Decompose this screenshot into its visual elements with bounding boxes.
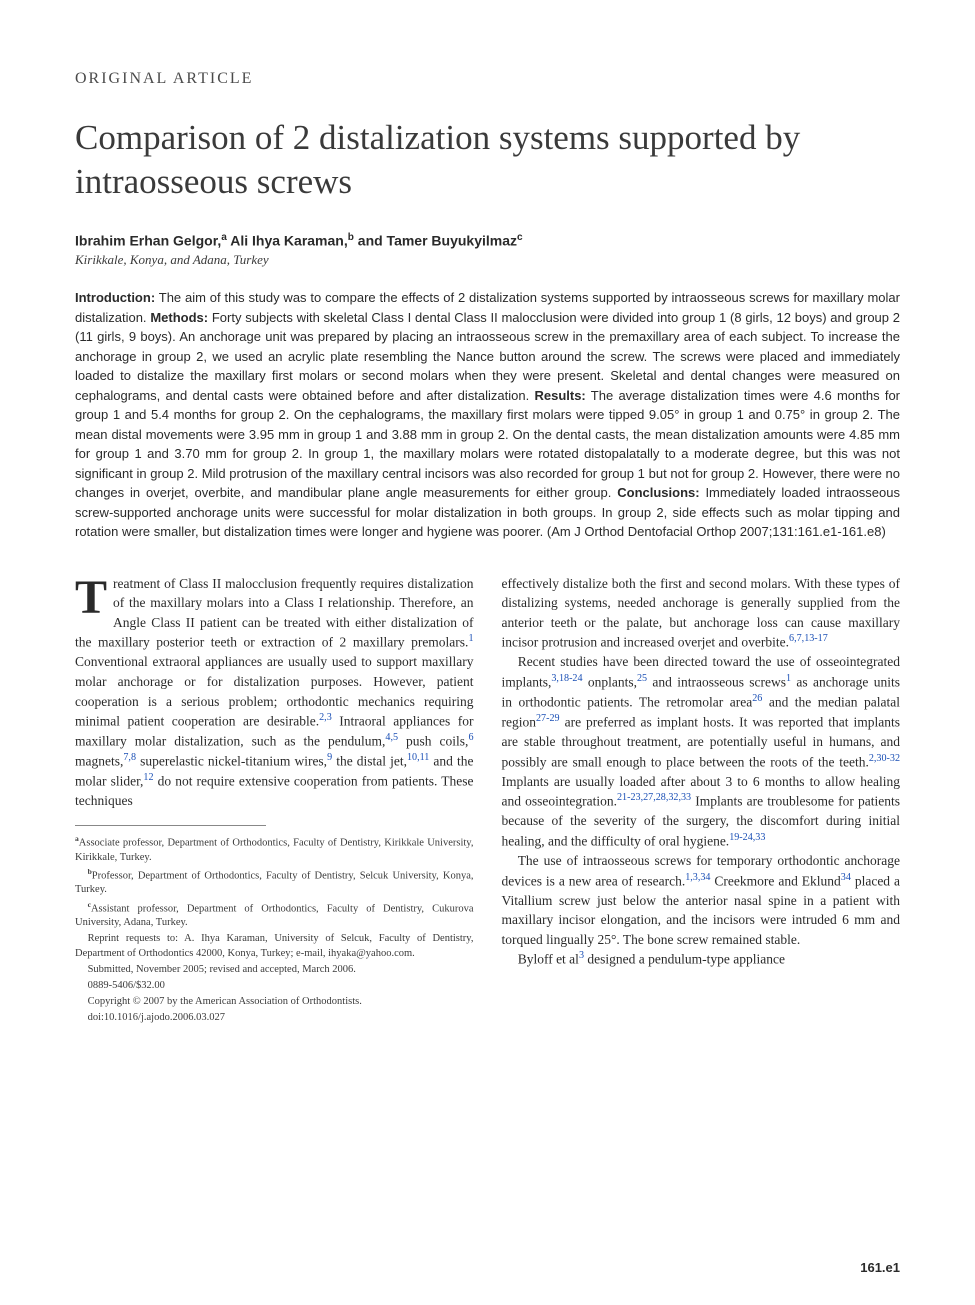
- footnote-c: cAssistant professor, Department of Orth…: [75, 900, 474, 931]
- footnote-reprint: Reprint requests to: A. Ihya Karaman, Un…: [75, 932, 474, 960]
- author-affiliation: Kirikkale, Konya, and Adana, Turkey: [75, 252, 900, 268]
- footnote-a: aAssociate professor, Department of Orth…: [75, 834, 474, 865]
- body-paragraph: Byloff et al3 designed a pendulum-type a…: [502, 949, 901, 969]
- body-columns: Treatment of Class II malocclusion frequ…: [75, 574, 900, 1028]
- body-paragraph: Recent studies have been directed toward…: [502, 652, 901, 851]
- footnote-copyright: Copyright © 2007 by the American Associa…: [75, 995, 474, 1009]
- body-paragraph: Treatment of Class II malocclusion frequ…: [75, 574, 474, 811]
- footnote-divider: [75, 825, 266, 826]
- article-title: Comparison of 2 distalization systems su…: [75, 116, 900, 204]
- page-number: 161.e1: [860, 1260, 900, 1275]
- footnote-doi: doi:10.1016/j.ajodo.2006.03.027: [75, 1011, 474, 1025]
- author-list: Ibrahim Erhan Gelgor,a Ali Ihya Karaman,…: [75, 232, 900, 249]
- column-right: effectively distalize both the first and…: [502, 574, 901, 1028]
- abstract-block: Introduction: The aim of this study was …: [75, 288, 900, 542]
- section-label: ORIGINAL ARTICLE: [75, 70, 900, 88]
- footnote-submitted: Submitted, November 2005; revised and ac…: [75, 963, 474, 977]
- footnote-issn: 0889-5406/$32.00: [75, 979, 474, 993]
- body-paragraph: effectively distalize both the first and…: [502, 574, 901, 653]
- footnotes-block: aAssociate professor, Department of Orth…: [75, 834, 474, 1026]
- column-left: Treatment of Class II malocclusion frequ…: [75, 574, 474, 1028]
- footnote-b: bProfessor, Department of Orthodontics, …: [75, 867, 474, 898]
- body-paragraph: The use of intraosseous screws for tempo…: [502, 851, 901, 949]
